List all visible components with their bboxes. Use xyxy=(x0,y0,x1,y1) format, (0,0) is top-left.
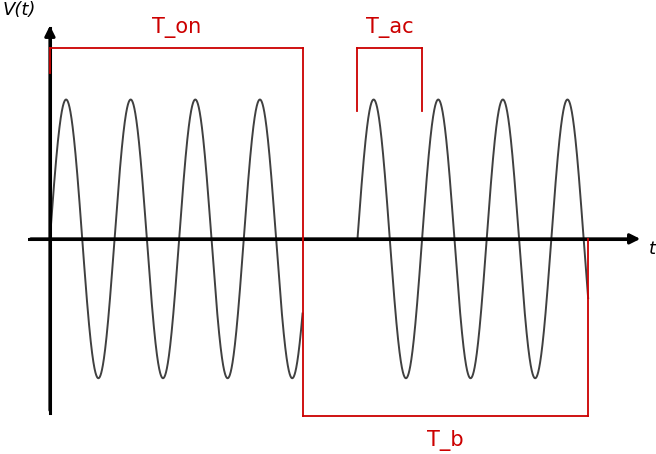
Text: T_ac: T_ac xyxy=(366,17,413,38)
Text: V(t): V(t) xyxy=(3,1,36,19)
Text: t: t xyxy=(649,240,655,257)
Text: T_b: T_b xyxy=(427,430,464,451)
Text: T_on: T_on xyxy=(152,17,201,38)
